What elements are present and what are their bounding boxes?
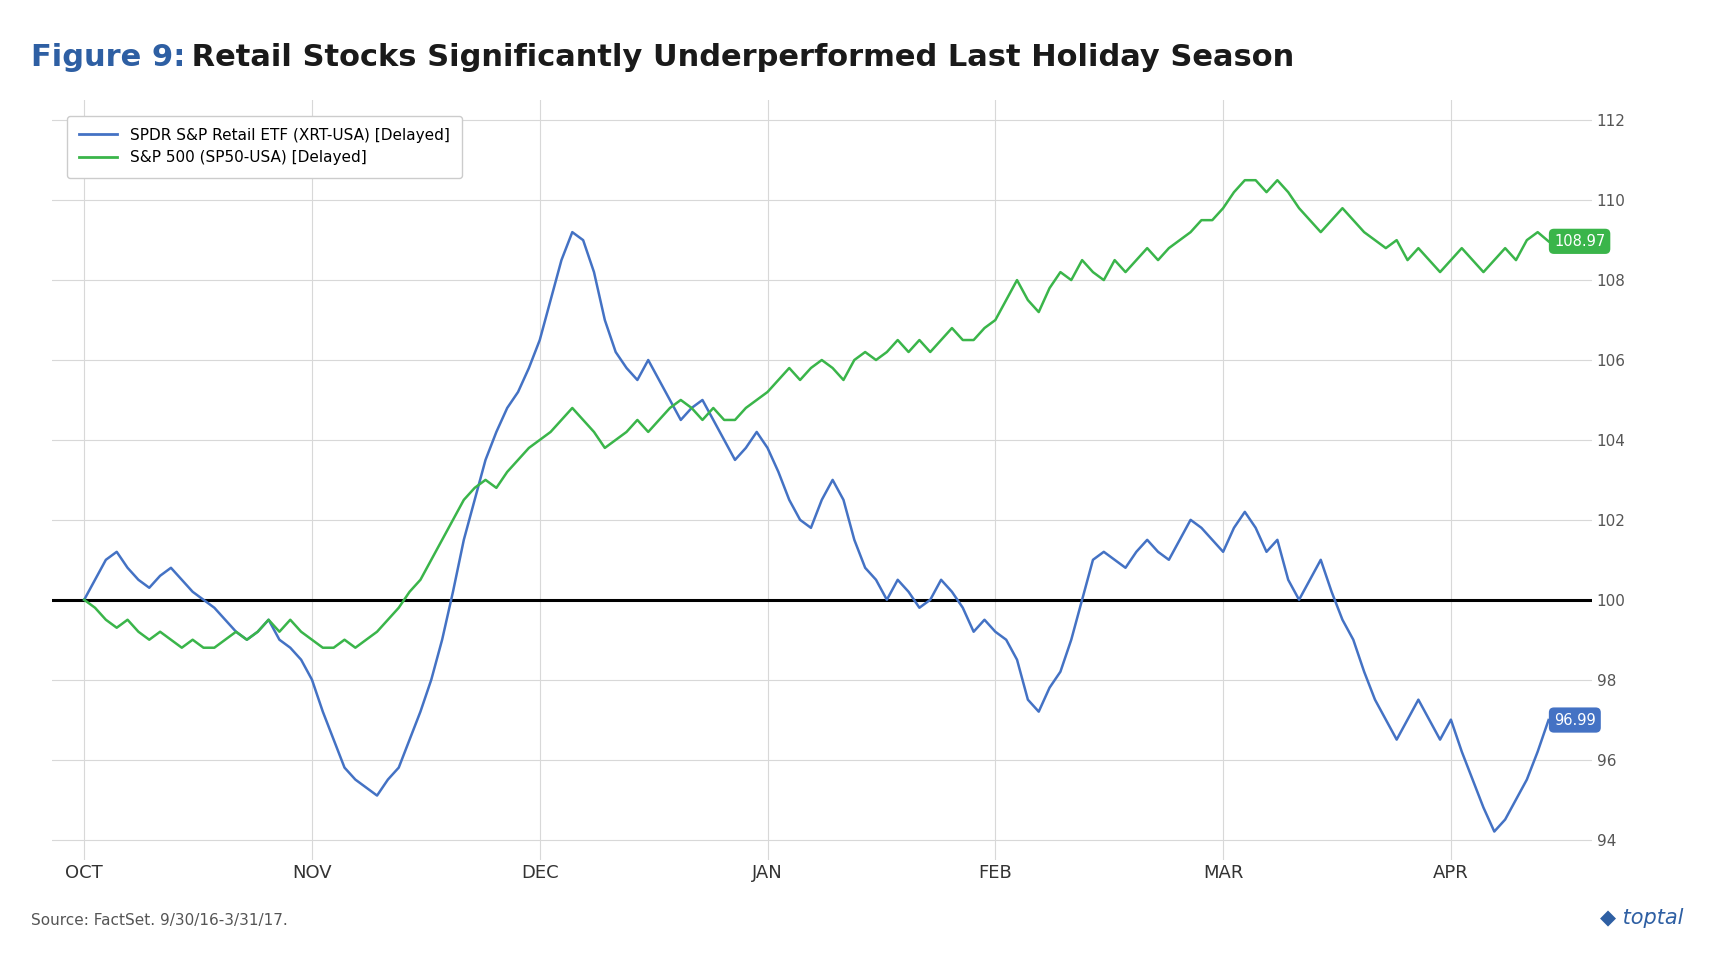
Text: Figure 9:: Figure 9:: [31, 43, 186, 72]
Text: Source: FactSet. 9/30/16-3/31/17.: Source: FactSet. 9/30/16-3/31/17.: [31, 913, 287, 928]
Text: Retail Stocks Significantly Underperformed Last Holiday Season: Retail Stocks Significantly Underperform…: [181, 43, 1294, 72]
Text: ◆ toptal: ◆ toptal: [1601, 908, 1683, 928]
Text: 108.97: 108.97: [1554, 234, 1606, 249]
Text: 96.99: 96.99: [1554, 712, 1595, 728]
Legend: SPDR S&P Retail ETF (XRT-USA) [Delayed], S&P 500 (SP50-USA) [Delayed]: SPDR S&P Retail ETF (XRT-USA) [Delayed],…: [67, 116, 461, 178]
